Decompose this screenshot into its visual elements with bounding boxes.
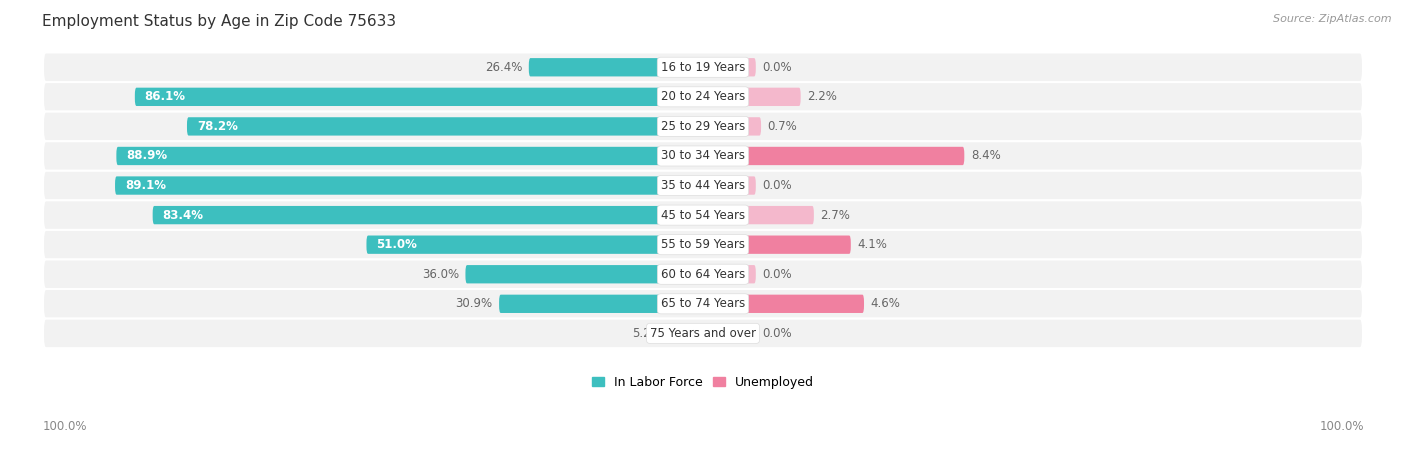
Text: 78.2%: 78.2% xyxy=(197,120,238,133)
Text: 88.9%: 88.9% xyxy=(127,149,167,162)
Text: 2.2%: 2.2% xyxy=(807,90,837,103)
FancyBboxPatch shape xyxy=(367,235,664,254)
Text: 25 to 29 Years: 25 to 29 Years xyxy=(661,120,745,133)
Text: 4.1%: 4.1% xyxy=(858,238,887,251)
Text: 30.9%: 30.9% xyxy=(456,297,492,310)
FancyBboxPatch shape xyxy=(742,324,756,343)
Text: 0.0%: 0.0% xyxy=(762,268,792,281)
FancyBboxPatch shape xyxy=(742,295,865,313)
Text: 5.2%: 5.2% xyxy=(633,327,662,340)
FancyBboxPatch shape xyxy=(44,82,1362,111)
FancyBboxPatch shape xyxy=(742,58,756,76)
FancyBboxPatch shape xyxy=(529,58,664,76)
FancyBboxPatch shape xyxy=(44,289,1362,318)
FancyBboxPatch shape xyxy=(115,176,664,195)
FancyBboxPatch shape xyxy=(135,87,664,106)
FancyBboxPatch shape xyxy=(187,117,664,136)
Text: 0.0%: 0.0% xyxy=(762,179,792,192)
Text: 2.7%: 2.7% xyxy=(821,209,851,221)
FancyBboxPatch shape xyxy=(742,206,814,224)
FancyBboxPatch shape xyxy=(44,259,1362,289)
Text: 35 to 44 Years: 35 to 44 Years xyxy=(661,179,745,192)
FancyBboxPatch shape xyxy=(44,111,1362,141)
FancyBboxPatch shape xyxy=(44,171,1362,200)
Legend: In Labor Force, Unemployed: In Labor Force, Unemployed xyxy=(586,371,820,394)
FancyBboxPatch shape xyxy=(44,230,1362,259)
Text: 0.0%: 0.0% xyxy=(762,327,792,340)
Text: 45 to 54 Years: 45 to 54 Years xyxy=(661,209,745,221)
Text: Employment Status by Age in Zip Code 75633: Employment Status by Age in Zip Code 756… xyxy=(42,14,396,28)
Text: 30 to 34 Years: 30 to 34 Years xyxy=(661,149,745,162)
FancyBboxPatch shape xyxy=(742,235,851,254)
FancyBboxPatch shape xyxy=(117,147,664,165)
Text: 60 to 64 Years: 60 to 64 Years xyxy=(661,268,745,281)
Text: 8.4%: 8.4% xyxy=(972,149,1001,162)
FancyBboxPatch shape xyxy=(44,200,1362,230)
FancyBboxPatch shape xyxy=(742,265,756,283)
FancyBboxPatch shape xyxy=(153,206,664,224)
FancyBboxPatch shape xyxy=(742,87,800,106)
FancyBboxPatch shape xyxy=(499,295,664,313)
Text: 0.7%: 0.7% xyxy=(768,120,797,133)
Text: 26.4%: 26.4% xyxy=(485,61,522,74)
FancyBboxPatch shape xyxy=(742,176,756,195)
Text: 4.6%: 4.6% xyxy=(870,297,900,310)
Text: 86.1%: 86.1% xyxy=(145,90,186,103)
FancyBboxPatch shape xyxy=(742,147,965,165)
Text: 89.1%: 89.1% xyxy=(125,179,166,192)
FancyBboxPatch shape xyxy=(742,117,761,136)
Text: 100.0%: 100.0% xyxy=(1319,420,1364,433)
FancyBboxPatch shape xyxy=(44,52,1362,82)
Text: 16 to 19 Years: 16 to 19 Years xyxy=(661,61,745,74)
Text: 65 to 74 Years: 65 to 74 Years xyxy=(661,297,745,310)
Text: 51.0%: 51.0% xyxy=(377,238,418,251)
FancyBboxPatch shape xyxy=(44,318,1362,348)
Text: 83.4%: 83.4% xyxy=(163,209,204,221)
FancyBboxPatch shape xyxy=(44,141,1362,171)
Text: 0.0%: 0.0% xyxy=(762,61,792,74)
Text: 36.0%: 36.0% xyxy=(422,268,458,281)
Text: Source: ZipAtlas.com: Source: ZipAtlas.com xyxy=(1274,14,1392,23)
Text: 20 to 24 Years: 20 to 24 Years xyxy=(661,90,745,103)
Text: 75 Years and over: 75 Years and over xyxy=(650,327,756,340)
FancyBboxPatch shape xyxy=(465,265,664,283)
Text: 100.0%: 100.0% xyxy=(42,420,87,433)
Text: 55 to 59 Years: 55 to 59 Years xyxy=(661,238,745,251)
